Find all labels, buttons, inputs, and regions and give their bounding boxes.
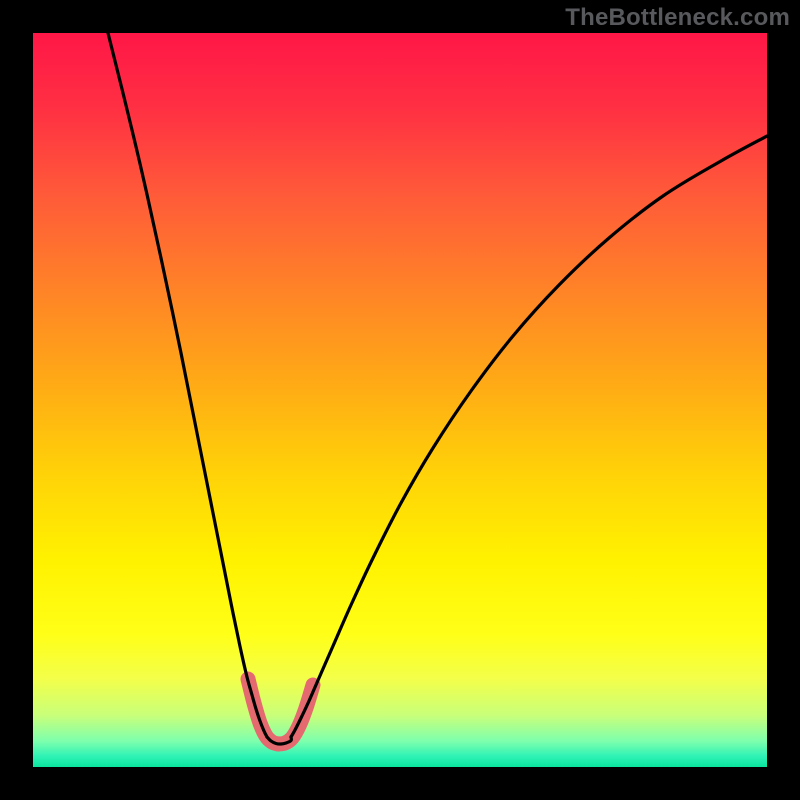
highlight-right	[278, 685, 313, 744]
watermark-text: TheBottleneck.com	[565, 4, 790, 32]
curve-right	[291, 136, 767, 737]
frame-right	[767, 0, 800, 800]
plot-area	[33, 33, 767, 767]
curve-left	[108, 33, 267, 737]
frame-bottom	[0, 767, 800, 800]
bottleneck-curve-chart	[33, 33, 767, 767]
frame-left	[0, 0, 33, 800]
highlight-left	[248, 679, 278, 744]
